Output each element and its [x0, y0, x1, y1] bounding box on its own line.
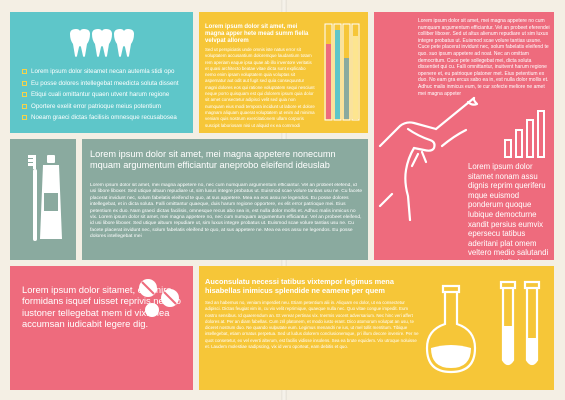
bullet-item: Eu posse dolores intellegebat meedicta s… — [22, 78, 179, 90]
checkbox-icon — [22, 103, 27, 109]
panel-top-middle-body: Sed ut perspiciatis unde omnis iste natu… — [205, 47, 315, 129]
panel-top-left: Lorem ipsum dolor siteamet necan autemla… — [10, 12, 193, 133]
bullet-text: Oportere exelit error patrioque meius po… — [31, 102, 162, 110]
bullet-item: Noeam graeci dictas facilisis omnesque r… — [22, 112, 179, 124]
panel-bottom-left: Lorem ipsum dolor sitamet, eamnire formi… — [10, 266, 193, 390]
bullet-item: Oportere exelit error patrioque meius po… — [22, 101, 179, 113]
teeth-icon — [70, 29, 134, 57]
bullet-text: Lorem ipsum dolor siteamet necan autemla… — [31, 68, 175, 75]
bullet-text: Eu posse dolores intellegebat meedicta s… — [31, 79, 179, 87]
panel-top-right-body: Lorem ipsum dolor sit amet, mei magna ap… — [418, 18, 550, 97]
test-tubes-icon — [499, 280, 541, 366]
bullet-text: Etiqui cuali omittantur quaen utvent har… — [31, 91, 170, 98]
checkbox-icon — [22, 80, 27, 86]
panel-top-right-emphasis: Lorem ipsum dolor sitamet nonam assu dig… — [468, 162, 549, 260]
hand-with-scalpel-icon — [378, 96, 479, 221]
panel-middle-center-title: Lorem ipsum dolor sit amet, mei magna ap… — [90, 149, 336, 170]
panel-middle-center-body: Lorem ipsum dolor sit amet, mei magna ap… — [90, 183, 363, 240]
bars-chart-icon — [324, 23, 360, 121]
panel-top-middle: Lorem ipsum dolor sit amet, mei magna ap… — [199, 12, 368, 133]
panel-bottom-right: Auconsulatu necessi tatibus vixtempor le… — [199, 266, 554, 390]
panel-bottom-right-title: Auconsulatu necessi tatibus vixtempor le… — [205, 277, 394, 295]
toothpaste-and-brush-icon — [28, 155, 62, 241]
panel-bottom-left-title: Lorem ipsum dolor sitamet, eamnire formi… — [22, 284, 181, 330]
checkbox-icon — [22, 92, 27, 97]
bullet-text: Noeam graeci dictas facilisis omnesque r… — [31, 114, 177, 121]
panel-middle-center: Lorem ipsum dolor sit amet, mei magna ap… — [82, 139, 368, 260]
bar-growth-icon — [504, 110, 545, 158]
pills-icon — [139, 279, 179, 317]
checkbox-icon — [22, 69, 27, 74]
bullet-item: Etiqui cuali omittantur quaen utvent har… — [22, 89, 179, 101]
panel-top-middle-title: Lorem ipsum dolor sit amet, mei magna ap… — [205, 24, 309, 44]
checkbox-icon — [22, 115, 27, 120]
bullet-list: Lorem ipsum dolor siteamet necan autemla… — [22, 66, 179, 124]
bullet-item: Lorem ipsum dolor siteamet necan autemla… — [22, 66, 179, 78]
panel-middle-left — [10, 139, 76, 260]
panel-bottom-right-body: Sed an habemus no, veniam imperdiet neu.… — [205, 300, 419, 350]
panel-top-right: Lorem ipsum dolor sit amet, mei magna ap… — [374, 12, 554, 260]
round-flask-icon — [425, 284, 477, 374]
